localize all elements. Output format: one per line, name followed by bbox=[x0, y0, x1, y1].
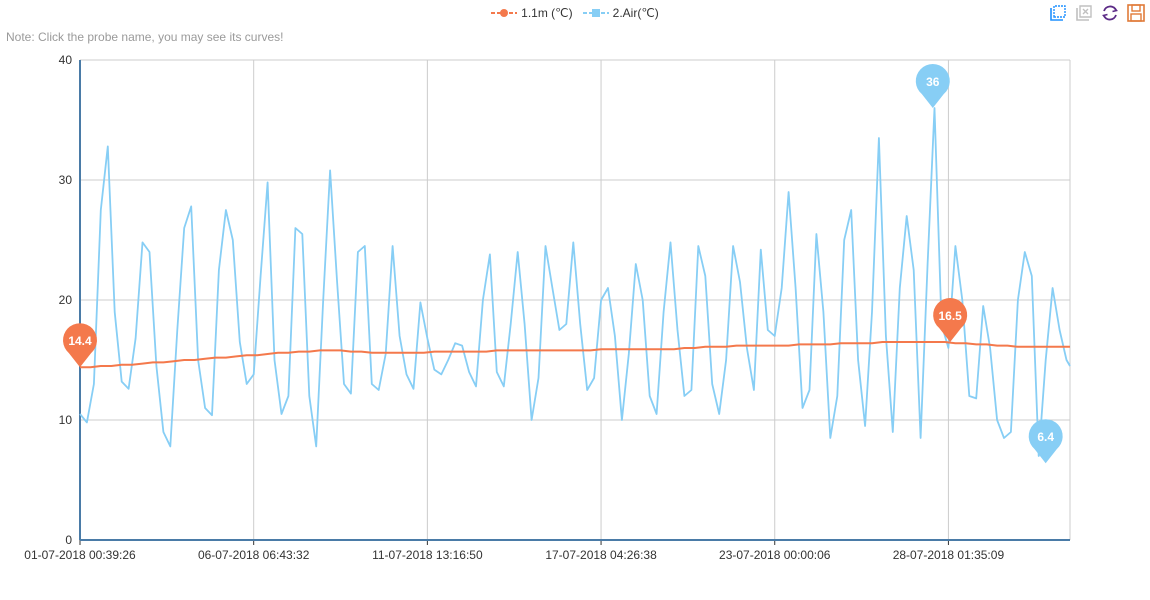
line-circle-icon bbox=[491, 9, 518, 17]
pin-label: 16.5 bbox=[938, 309, 962, 323]
zoom-icon[interactable] bbox=[1048, 3, 1068, 23]
x-tick-label: 06-07-2018 06:43:32 bbox=[198, 548, 310, 562]
axis-layer: 0 10 20 30 40 01-07-2018 00:39:26 06-07-2018 0… bbox=[24, 53, 1070, 562]
y-tick-label: 0 bbox=[65, 533, 72, 547]
zoom-reset-icon[interactable] bbox=[1074, 3, 1094, 23]
legend-item-1-1m[interactable]: 1.1m (℃) bbox=[491, 4, 573, 22]
y-tick-label: 10 bbox=[59, 413, 73, 427]
marker-layer: 14.4 16.5 36 6.4 bbox=[62, 64, 1063, 464]
chart-toolbox bbox=[1048, 3, 1146, 23]
marker-pin-1-1m: 14.4 bbox=[62, 323, 97, 368]
pin-label: 14.4 bbox=[68, 334, 92, 348]
x-tick-label: 11-07-2018 13:16:50 bbox=[372, 548, 483, 562]
marker-pin-1-1m: 16.5 bbox=[933, 298, 968, 342]
series-line-air bbox=[79, 107, 1071, 457]
y-tick-label: 20 bbox=[59, 293, 73, 307]
x-tick-label: 28-07-2018 01:35:09 bbox=[893, 548, 1005, 562]
chart-legend: 1.1m (℃) 2.Air(℃) bbox=[0, 4, 1150, 22]
x-tick-label: 17-07-2018 04:26:38 bbox=[545, 548, 657, 562]
marker-pin-air: 6.4 bbox=[1028, 419, 1063, 464]
legend-item-air[interactable]: 2.Air(℃) bbox=[582, 4, 659, 22]
series-line-1-1m bbox=[80, 341, 1070, 369]
restore-icon[interactable] bbox=[1100, 3, 1120, 23]
series-layer bbox=[79, 107, 1071, 457]
pin-shape bbox=[933, 298, 968, 342]
grid-layer bbox=[79, 59, 1071, 541]
save-image-icon[interactable] bbox=[1126, 3, 1146, 23]
pin-shape bbox=[915, 64, 950, 108]
pin-shape bbox=[1028, 419, 1063, 464]
legend-label-1-1m: 1.1m (℃) bbox=[521, 6, 573, 20]
legend-label-air: 2.Air(℃) bbox=[612, 6, 659, 20]
y-tick-label: 40 bbox=[59, 53, 73, 67]
x-tick-label: 23-07-2018 00:00:06 bbox=[719, 548, 831, 562]
x-tick-label: 01-07-2018 00:39:26 bbox=[24, 548, 136, 562]
pin-label: 36 bbox=[926, 75, 940, 89]
chart-note: Note: Click the probe name, you may see … bbox=[6, 30, 284, 44]
line-square-icon bbox=[582, 9, 609, 17]
marker-pin-air: 36 bbox=[915, 64, 950, 108]
pin-shape bbox=[62, 323, 97, 368]
pin-label: 6.4 bbox=[1037, 430, 1054, 444]
y-tick-label: 30 bbox=[59, 173, 73, 187]
